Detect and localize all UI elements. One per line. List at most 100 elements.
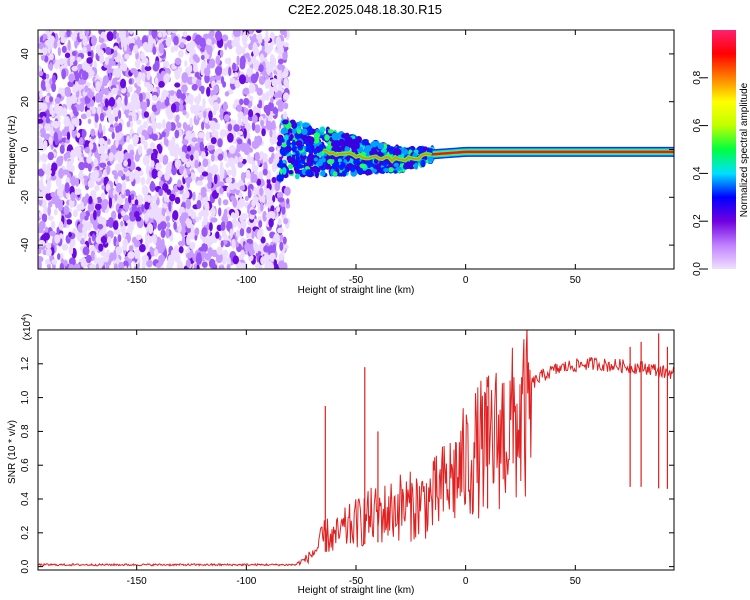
noise-speck: [252, 33, 257, 44]
noise-speck: [220, 240, 224, 248]
signal-blob: [301, 159, 306, 165]
snr-x-tick-label: 0: [463, 576, 469, 587]
noise-speck: [215, 231, 220, 239]
noise-speck: [146, 71, 151, 81]
noise-speck: [215, 30, 223, 41]
noise-speck: [178, 246, 184, 254]
noise-speck: [198, 193, 202, 201]
noise-speck: [144, 201, 150, 210]
noise-speck: [174, 159, 182, 169]
noise-speck: [165, 215, 170, 222]
signal-blob: [291, 128, 297, 135]
signal-blob: [324, 134, 330, 141]
noise-speck: [235, 45, 243, 56]
noise-speck: [158, 188, 163, 197]
noise-speck: [56, 156, 63, 167]
noise-speck: [251, 199, 257, 207]
noise-speck: [172, 210, 179, 221]
noise-speck: [101, 198, 109, 207]
noise-speck: [279, 241, 284, 251]
noise-speck: [253, 218, 259, 224]
noise-speck: [124, 189, 131, 197]
snr-panel: -150 -100 -50 0 50 0.0 0.2 0.4 0.6 0.8 1.0 1.2 Hei…: [7, 314, 675, 596]
noise-speck: [144, 65, 152, 72]
noise-speck: [108, 197, 113, 209]
noise-speck: [123, 42, 128, 52]
noise-speck: [252, 59, 260, 71]
noise-speck: [200, 186, 207, 195]
noise-speck: [102, 79, 108, 87]
noise-speck: [181, 212, 189, 218]
noise-speck: [273, 84, 278, 94]
noise-speck: [254, 151, 261, 162]
noise-speck: [71, 50, 77, 57]
noise-speck: [133, 169, 140, 180]
signal-blob: [377, 142, 385, 150]
noise-speck: [126, 135, 131, 143]
noise-speck: [132, 134, 139, 145]
noise-speck: [115, 138, 119, 148]
noise-speck: [47, 124, 52, 132]
noise-speck: [48, 53, 54, 61]
noise-speck: [274, 78, 280, 85]
signal-blob: [338, 138, 345, 147]
noise-speck: [115, 246, 123, 256]
noise-speck: [185, 176, 193, 184]
noise-speck: [98, 137, 105, 146]
noise-speck: [251, 121, 256, 132]
signal-blob: [287, 164, 294, 170]
noise-speck: [129, 120, 134, 129]
signal-blob: [343, 140, 350, 147]
signal-blob: [320, 170, 326, 177]
noise-speck: [59, 262, 65, 269]
noise-speck: [223, 150, 228, 162]
noise-speck: [124, 53, 130, 60]
noise-speck: [274, 181, 281, 192]
signal-blob: [404, 161, 411, 168]
noise-speck: [68, 263, 75, 269]
noise-speck: [190, 154, 194, 161]
noise-speck: [87, 163, 92, 172]
noise-speck: [70, 33, 76, 40]
noise-speck: [268, 218, 274, 228]
noise-speck: [49, 96, 54, 103]
noise-speck: [38, 70, 44, 77]
noise-speck: [278, 252, 285, 261]
signal-blob: [341, 145, 346, 152]
noise-speck: [208, 222, 213, 232]
noise-speck: [81, 219, 87, 227]
noise-speck: [120, 86, 127, 94]
noise-speck: [174, 196, 181, 205]
signal-blob: [383, 168, 390, 173]
noise-speck: [276, 191, 284, 200]
noise-speck: [179, 42, 185, 49]
noise-speck: [176, 89, 182, 99]
noise-speck: [207, 172, 213, 183]
noise-speck: [133, 239, 141, 248]
noise-speck: [156, 143, 162, 151]
noise-speck: [214, 66, 223, 76]
noise-speck: [232, 62, 237, 72]
noise-speck: [74, 145, 82, 153]
noise-speck: [143, 111, 150, 118]
noise-speck: [218, 148, 223, 154]
figure-title: C2E2.2025.048.18.30.R15: [288, 2, 442, 17]
noise-speck: [209, 235, 215, 245]
noise-speck: [90, 128, 96, 137]
noise-speck: [201, 171, 209, 177]
noise-speck: [117, 144, 123, 152]
noise-speck: [95, 92, 102, 104]
noise-speck: [238, 74, 247, 85]
noise-speck: [103, 252, 110, 263]
noise-speck: [261, 92, 267, 102]
noise-speck: [201, 242, 208, 252]
noise-speck: [106, 165, 111, 176]
signal-blob: [395, 166, 402, 171]
spectrogram-x-tick-label: -50: [349, 275, 364, 286]
noise-speck: [168, 144, 172, 151]
noise-speck: [230, 195, 236, 201]
noise-speck: [189, 49, 194, 57]
noise-speck: [128, 171, 135, 183]
noise-speck: [91, 107, 96, 115]
noise-speck: [189, 241, 196, 250]
